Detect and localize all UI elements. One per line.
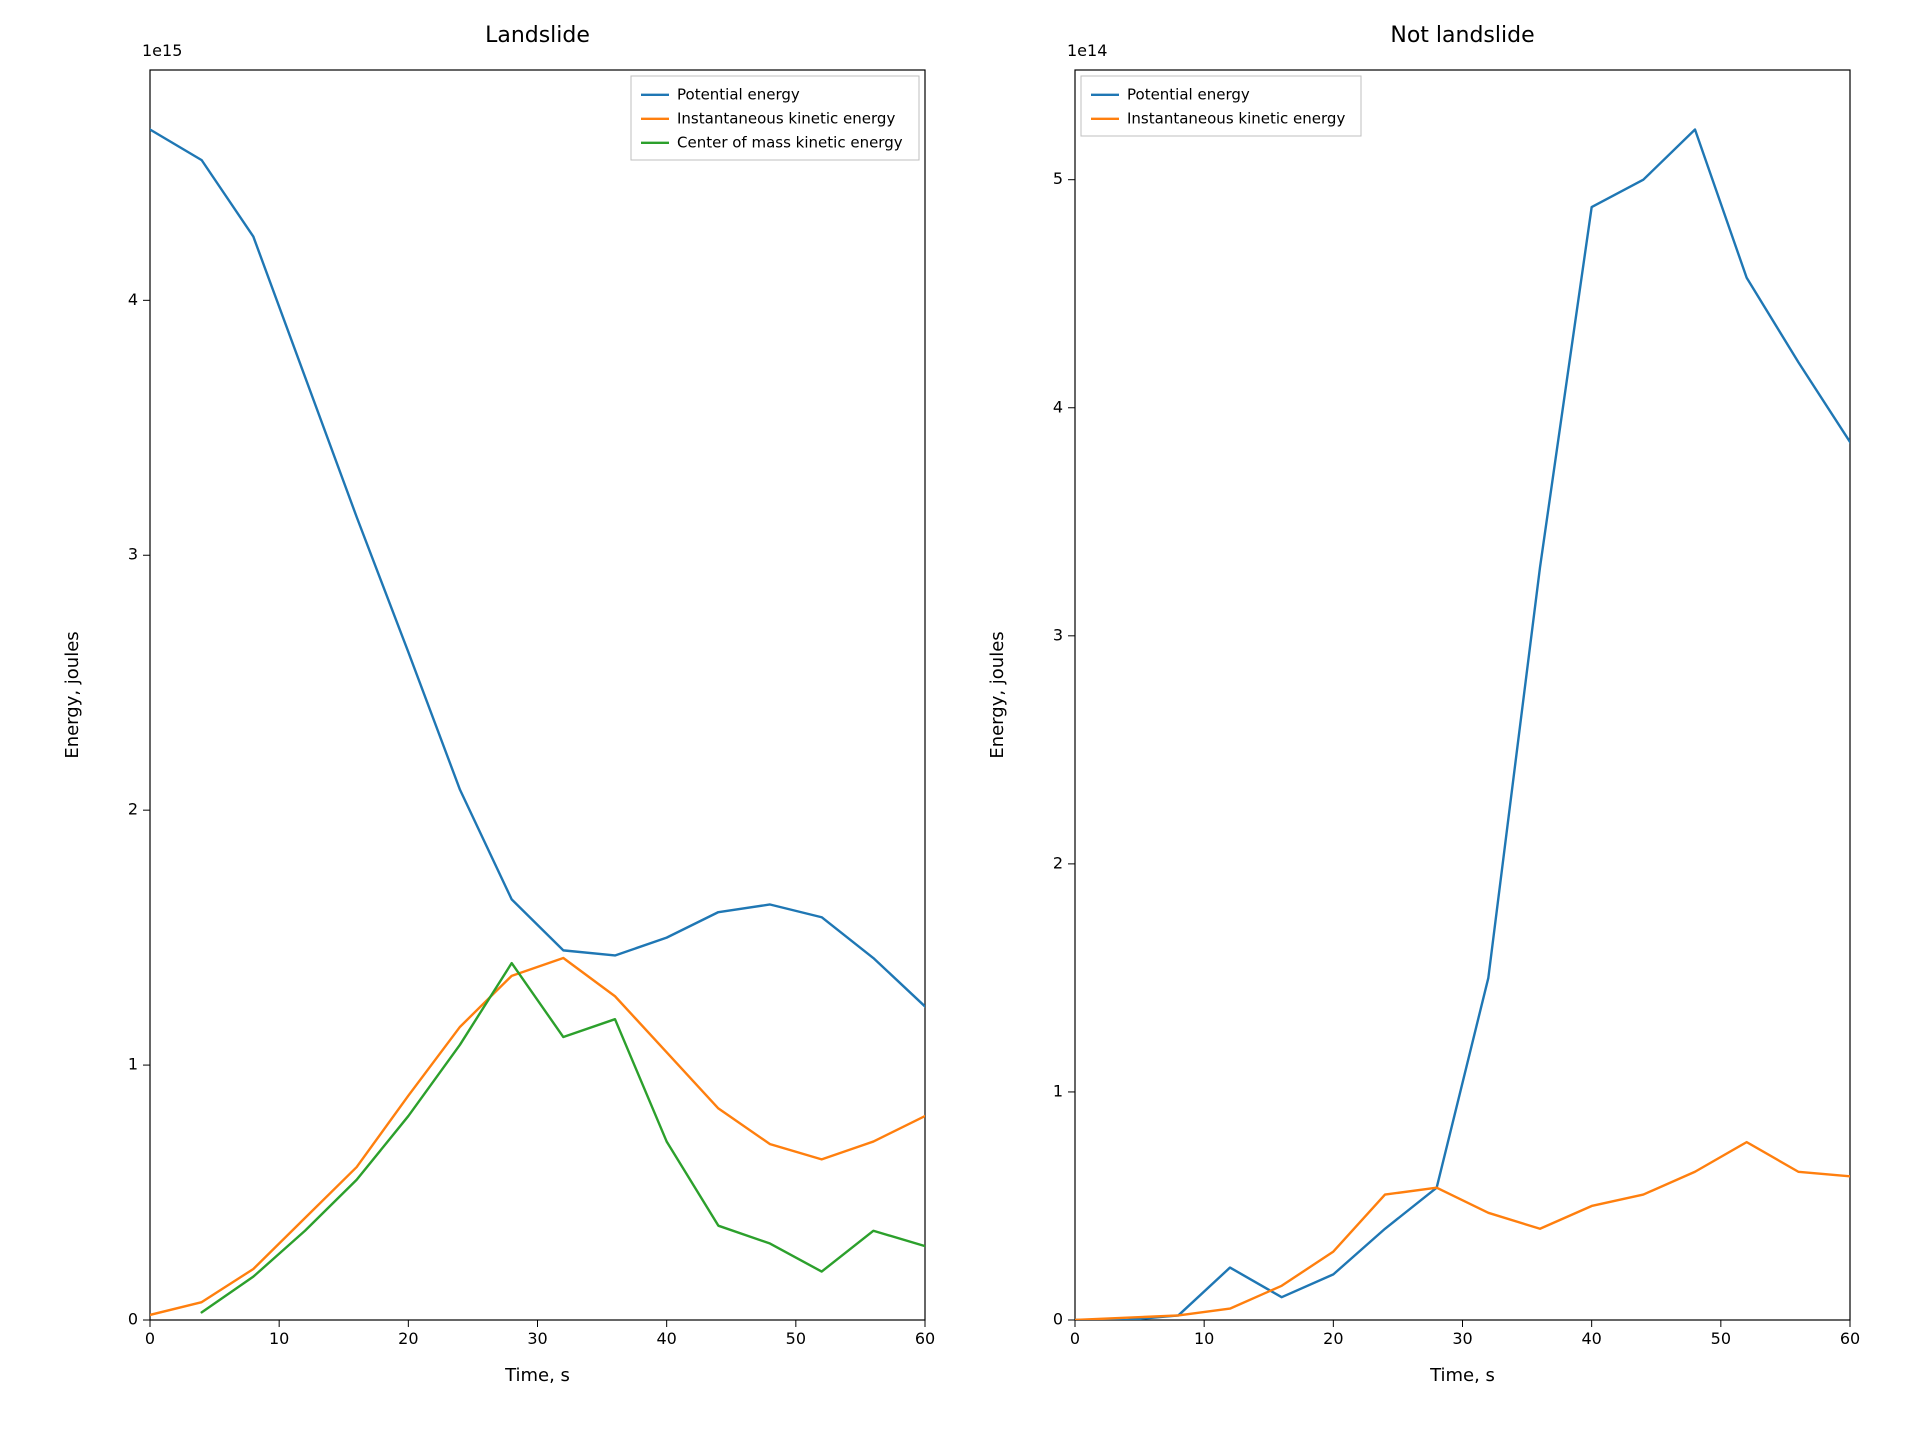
ytick-label: 5 bbox=[1053, 169, 1063, 188]
panel-title: Not landslide bbox=[1390, 23, 1534, 48]
xtick-label: 10 bbox=[1194, 1329, 1214, 1348]
legend-label: Instantaneous kinetic energy bbox=[1127, 109, 1345, 127]
xtick-label: 60 bbox=[915, 1329, 935, 1348]
xtick-label: 40 bbox=[656, 1329, 676, 1348]
xtick-label: 50 bbox=[786, 1329, 806, 1348]
xtick-label: 30 bbox=[1452, 1329, 1472, 1348]
xlabel: Time, s bbox=[504, 1365, 570, 1386]
panel-title: Landslide bbox=[485, 23, 590, 48]
ytick-label: 1 bbox=[128, 1055, 138, 1074]
ytick-label: 2 bbox=[128, 800, 138, 819]
xtick-label: 60 bbox=[1840, 1329, 1860, 1348]
figure-svg: 0102030405060012341e15LandslideTime, sEn… bbox=[0, 0, 1920, 1440]
legend-label: Instantaneous kinetic energy bbox=[677, 109, 895, 127]
y-offset-text: 1e14 bbox=[1067, 41, 1107, 60]
figure-root: 0102030405060012341e15LandslideTime, sEn… bbox=[0, 0, 1920, 1440]
ytick-label: 1 bbox=[1053, 1081, 1063, 1100]
legend-label: Potential energy bbox=[677, 85, 800, 103]
ytick-label: 3 bbox=[128, 545, 138, 564]
xtick-label: 20 bbox=[398, 1329, 418, 1348]
legend-label: Center of mass kinetic energy bbox=[677, 133, 903, 151]
xtick-label: 30 bbox=[527, 1329, 547, 1348]
legend-label: Potential energy bbox=[1127, 85, 1250, 103]
legend: Potential energy Instantaneous kinetic en… bbox=[631, 76, 919, 160]
ytick-label: 4 bbox=[128, 290, 138, 309]
ylabel: Energy, joules bbox=[62, 631, 83, 758]
xtick-label: 20 bbox=[1323, 1329, 1343, 1348]
xtick-label: 40 bbox=[1581, 1329, 1601, 1348]
ytick-label: 2 bbox=[1053, 853, 1063, 872]
y-offset-text: 1e15 bbox=[142, 41, 182, 60]
xtick-label: 10 bbox=[269, 1329, 289, 1348]
ytick-label: 0 bbox=[128, 1310, 138, 1329]
ytick-label: 4 bbox=[1053, 397, 1063, 416]
xtick-label: 0 bbox=[1070, 1329, 1080, 1348]
xtick-label: 0 bbox=[145, 1329, 155, 1348]
ytick-label: 3 bbox=[1053, 625, 1063, 644]
xlabel: Time, s bbox=[1429, 1365, 1495, 1386]
ylabel: Energy, joules bbox=[987, 631, 1008, 758]
xtick-label: 50 bbox=[1711, 1329, 1731, 1348]
legend: Potential energy Instantaneous kinetic en… bbox=[1081, 76, 1361, 136]
ytick-label: 0 bbox=[1053, 1310, 1063, 1329]
